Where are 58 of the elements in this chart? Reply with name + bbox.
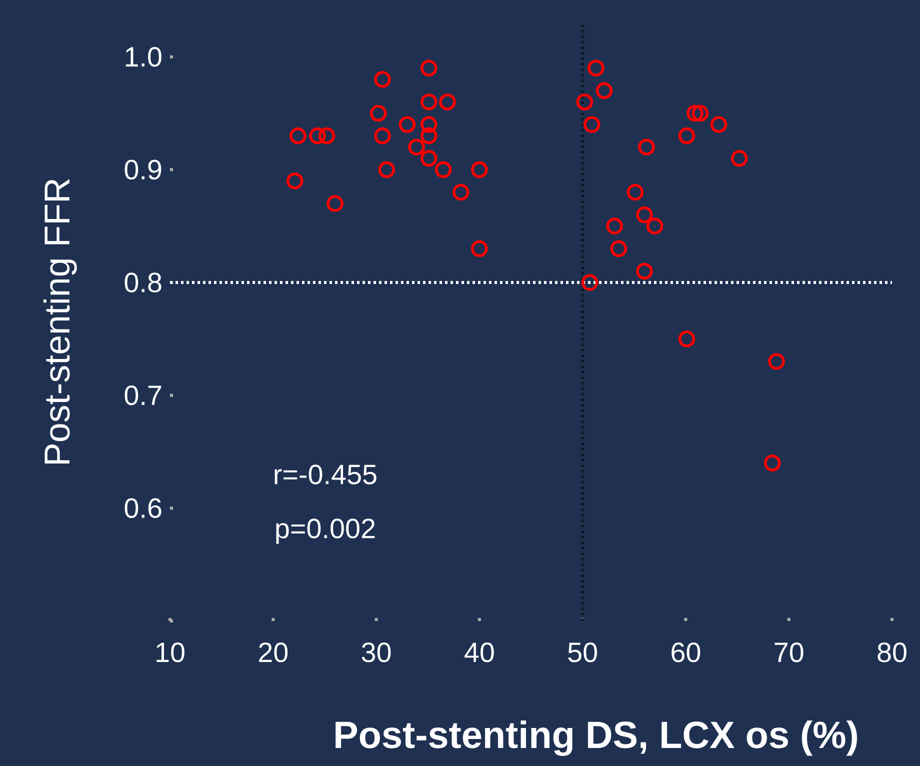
y-axis-title: Post-stenting FFR [43,179,77,464]
point [678,127,696,144]
point [596,82,613,100]
point [420,60,438,77]
point [678,330,696,348]
y-tick-label: 0.9 [124,160,162,180]
point [710,116,728,133]
x-tick-label: 60 [672,642,700,662]
point [398,116,416,133]
point [471,240,488,258]
x-tick-label: 50 [568,642,597,662]
y-tick-label: 1.0 [126,46,162,67]
point [471,161,488,178]
annotation: p=0.002 [276,518,375,544]
x-tick-label: 20 [259,642,288,662]
x-axis-title: Post-stenting DS, LCX os (%) [336,720,857,756]
point [286,172,304,190]
x-tick-label: 40 [464,642,494,662]
annotation: r=-0.455 [274,464,376,484]
x-tick-label: 30 [362,642,391,662]
point [583,116,600,133]
point [610,240,628,258]
point [638,138,655,156]
point [374,127,391,144]
point [370,104,387,122]
point [606,218,623,234]
point [636,206,653,224]
point [374,71,391,88]
point [420,94,438,110]
point [309,127,326,144]
point [434,161,452,178]
x-tick-label: 70 [774,642,804,662]
point [768,353,785,370]
point [452,184,470,201]
point [626,184,644,201]
point [581,274,598,291]
point [290,127,306,144]
point [686,104,704,122]
y-tick-label: 0.8 [124,272,162,292]
point [439,94,456,110]
point [420,127,438,144]
point [326,195,344,212]
point [588,60,604,77]
point [764,454,781,472]
point [646,218,664,234]
point [420,150,438,167]
point [408,138,425,156]
y-tick-label: 0.7 [124,385,162,406]
x-tick-label: 10 [156,642,184,662]
point [692,104,709,122]
point [420,116,438,133]
point [378,161,396,178]
point [576,94,594,110]
point [318,127,336,144]
y-tick-label: 0.6 [124,498,162,518]
point [730,150,748,167]
point [636,262,653,280]
x-tick-label: 80 [878,642,906,662]
